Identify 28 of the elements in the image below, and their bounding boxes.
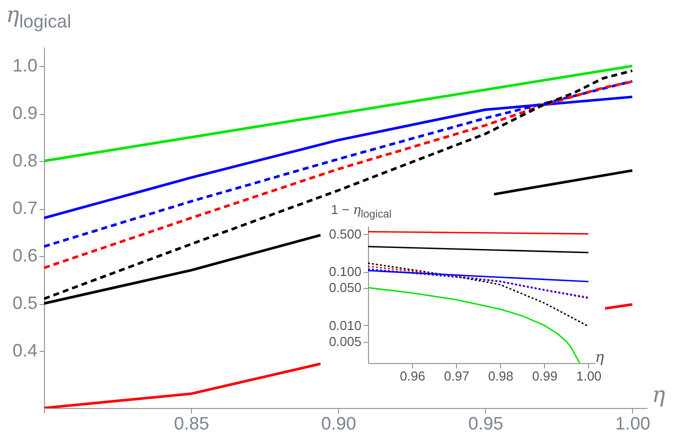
x-tick-label: 1.00 <box>615 414 650 434</box>
x-axis-title: η <box>652 383 666 408</box>
y-axis-title: 1 − η$_{logical}$ <box>331 202 392 221</box>
y-tick-label: 0.8 <box>12 150 38 170</box>
line-series <box>368 262 590 328</box>
x-tick-label: 0.85 <box>174 414 210 434</box>
x-axis-title: η <box>595 348 604 366</box>
x-tick-label: 0.99 <box>532 368 558 384</box>
y-tick-label: 1.0 <box>12 56 38 76</box>
x-tick-label: 0.95 <box>468 414 504 434</box>
x-tick-label: 1.00 <box>576 368 602 384</box>
y-tick-label: 0.010 <box>328 318 362 333</box>
y-tick-label: 0.9 <box>12 103 38 123</box>
y-tick-label: 0.7 <box>12 198 38 218</box>
y-tick-label: 0.4 <box>12 340 38 360</box>
line-series <box>44 69 634 300</box>
line-series <box>368 287 580 363</box>
x-tick-label: 0.96 <box>400 368 426 384</box>
x-tick-label: 0.98 <box>488 368 514 384</box>
x-tick-label: 0.90 <box>321 414 356 434</box>
y-axis-title: η$_{logical}$ <box>6 3 72 32</box>
y-tick-label: 0.5 <box>12 293 38 313</box>
y-tick-label: 0.050 <box>328 280 362 296</box>
y-tick-label: 0.005 <box>328 334 362 350</box>
y-tick-label: 0.6 <box>12 246 38 266</box>
x-tick-label: 0.97 <box>444 368 470 384</box>
y-tick-label: 0.100 <box>328 264 362 280</box>
y-tick-label: 0.500 <box>328 226 362 242</box>
